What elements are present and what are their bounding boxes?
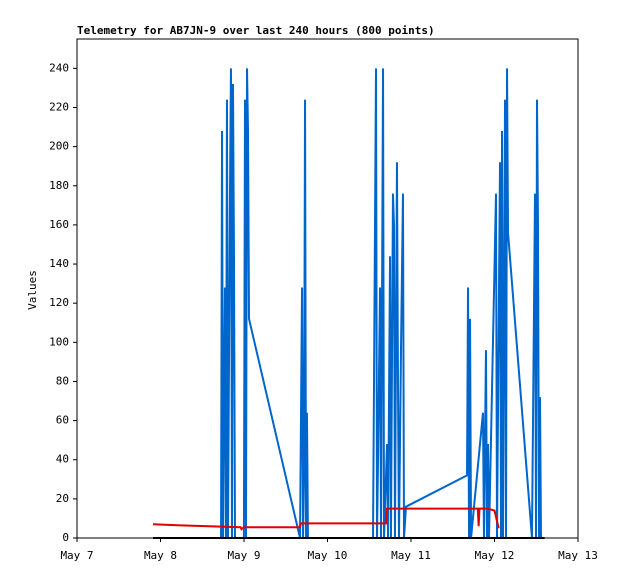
series-line <box>152 507 500 531</box>
y-tick-label: 200 <box>49 140 69 153</box>
x-tick-label: May 7 <box>60 549 93 562</box>
y-tick-label: 220 <box>49 100 69 113</box>
x-tick-label: May 13 <box>558 549 598 562</box>
y-axis-label: Values <box>26 270 39 310</box>
y-tick-label: 60 <box>56 414 69 427</box>
y-tick-label: 0 <box>62 531 69 544</box>
series-line <box>220 68 543 539</box>
y-tick-label: 100 <box>49 335 69 348</box>
y-tick-label: 80 <box>56 374 69 387</box>
y-tick-label: 40 <box>56 453 69 466</box>
y-tick-label: 180 <box>49 179 69 192</box>
y-tick-label: 120 <box>49 296 69 309</box>
x-tick-label: May 10 <box>308 549 348 562</box>
y-tick-label: 240 <box>49 61 69 74</box>
y-tick-label: 160 <box>49 218 69 231</box>
y-tick-label: 20 <box>56 492 69 505</box>
x-tick-label: May 12 <box>475 549 515 562</box>
x-tick-label: May 9 <box>227 549 260 562</box>
x-tick-label: May 11 <box>391 549 431 562</box>
x-tick-label: May 8 <box>144 549 177 562</box>
chart-title: Telemetry for AB7JN-9 over last 240 hour… <box>77 24 435 37</box>
y-tick-label: 140 <box>49 257 69 270</box>
